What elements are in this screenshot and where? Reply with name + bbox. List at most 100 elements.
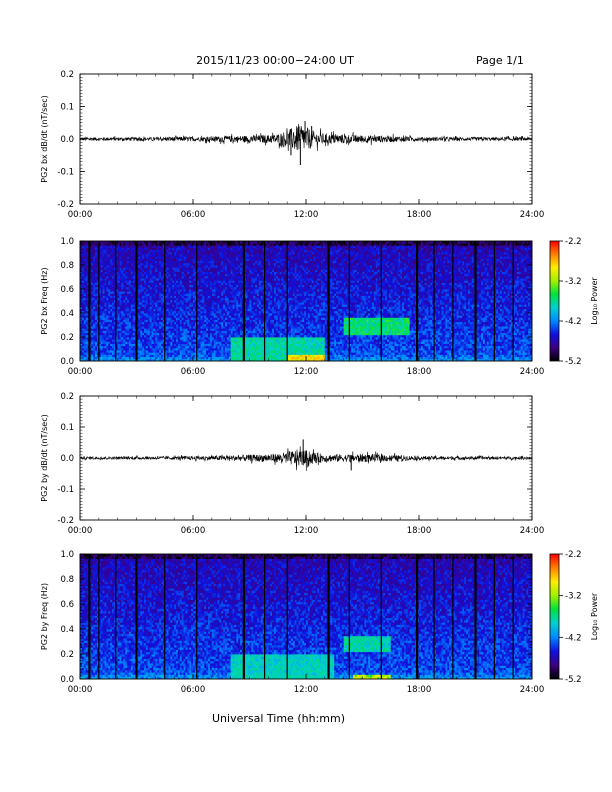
bx-spec-cell — [121, 286, 124, 290]
bx-spec-cell — [127, 319, 130, 323]
bx-spec-cell — [164, 243, 168, 246]
bx-spec-cell — [168, 328, 171, 331]
bx-spec-cell — [98, 271, 102, 275]
bx-spec-cell — [104, 275, 107, 279]
bx-spec-cell — [115, 339, 119, 342]
bx-spec-cell — [147, 313, 151, 316]
bx-spec-cell — [153, 326, 156, 329]
bx-spec-cell — [130, 334, 134, 338]
bx-spec-cell — [104, 345, 107, 349]
bx-spec-cell — [106, 319, 109, 323]
bx-spec-cell — [172, 308, 175, 312]
bx-spec-cell — [164, 343, 168, 347]
bx-spec-cell — [112, 356, 115, 360]
bx-spec-cell — [155, 280, 158, 283]
bx-spec-cell — [95, 334, 98, 338]
bx-spec-cell — [104, 286, 107, 290]
bx-spec-cell — [100, 347, 103, 351]
bx-spec-cell — [110, 302, 113, 305]
bx-spec-cell — [170, 315, 173, 318]
bx-spec-cell — [93, 302, 96, 305]
bx-spec-cell — [147, 284, 151, 288]
bx-spec-cell — [81, 358, 85, 362]
bx-spec-cell — [108, 280, 111, 283]
bx-spec-cell — [113, 262, 117, 266]
bx-spec-cell — [155, 282, 158, 286]
bx-spec-cell — [98, 310, 102, 314]
bx-spec-cell — [145, 347, 149, 351]
bx-spec-cell — [144, 326, 147, 329]
bx-spec-cell — [127, 323, 130, 327]
bx-spec-cell — [100, 337, 103, 340]
bx-spec-cell — [138, 334, 141, 338]
bx-spec-cell — [159, 243, 162, 246]
bx-spec-cell — [81, 341, 85, 344]
bx-spec-cell — [125, 334, 128, 338]
bx-spec-cell — [104, 347, 107, 351]
bx-spec-cell — [157, 343, 160, 347]
bx-spec-cell — [104, 249, 107, 253]
bx-spec-cell — [98, 321, 102, 325]
bx-spec-cell — [149, 321, 152, 325]
bx-spec-cell — [151, 302, 154, 305]
bx-spec-cell — [160, 356, 164, 360]
bx-spec-cell — [112, 254, 115, 257]
bx-spec-cell — [108, 332, 111, 336]
bx-spec-cell — [130, 341, 134, 344]
bx-spec-cell — [162, 256, 166, 259]
bx-spec-cell — [132, 256, 136, 259]
bx-spec-cell — [117, 339, 120, 342]
bx-spec-cell — [91, 310, 94, 314]
bx-spec-cell — [149, 358, 152, 362]
bx-spec-cell — [132, 323, 136, 327]
bx-spec-cell — [166, 350, 169, 353]
bx-spec-cell — [93, 341, 96, 344]
bx-spec-cell — [127, 284, 130, 288]
bx-spec-cell — [160, 321, 164, 325]
bx-spec-cell — [138, 332, 141, 336]
bx-spec-cell — [164, 282, 168, 286]
bx-spec-cell — [95, 245, 98, 248]
bx-spec-cell — [127, 337, 130, 340]
bx-spec-cell — [130, 330, 134, 334]
bx-spec-cell — [121, 278, 124, 281]
bx-spec-cell — [170, 262, 173, 266]
bx-spec-cell — [121, 247, 124, 251]
bx-spec-cell — [168, 299, 171, 303]
bx-spec-cell — [159, 308, 162, 312]
bx-spec-cell — [104, 299, 107, 303]
bx-spec-cell — [112, 299, 115, 303]
bx-spec-cell — [110, 347, 113, 351]
bx-spec-cell — [145, 295, 149, 299]
bx-spec-cell — [144, 347, 147, 351]
bx-spec-cell — [127, 289, 130, 292]
bx-spec-cell — [140, 317, 143, 320]
bx-spec-cell — [113, 323, 117, 327]
bx-spec-cell — [159, 271, 162, 275]
bx-spec-cell — [80, 352, 83, 355]
bx-spec-cell — [110, 358, 113, 362]
bx-spec-cell — [159, 245, 162, 248]
bx-spec-cell — [162, 245, 166, 248]
bx-spec-cell — [117, 297, 120, 301]
bx-spec-cell — [132, 345, 136, 349]
bx-spec-cell — [170, 337, 173, 340]
bx-spec-cell — [89, 280, 92, 283]
bx-spec-cell — [106, 284, 109, 288]
bx-spec-cell — [85, 280, 88, 283]
bx-spec-cell — [117, 350, 120, 353]
bx-spec-cell — [121, 323, 124, 327]
bx-spec-cell — [108, 260, 111, 264]
bx-spec-cell — [157, 299, 160, 303]
bx-spec-cell — [144, 352, 147, 355]
bx-spec-cell — [83, 295, 87, 299]
bx-spec-cell — [81, 282, 85, 286]
bx-spec-cell — [112, 347, 115, 351]
bx-spec-cell — [89, 358, 92, 362]
bx-spec-cell — [121, 334, 124, 338]
bx-spec-cell — [112, 332, 115, 336]
bx-spec-cell — [112, 241, 115, 244]
bx-spec-cell — [106, 304, 109, 307]
bx-spec-cell — [85, 269, 88, 272]
bx-spec-cell — [130, 321, 134, 325]
